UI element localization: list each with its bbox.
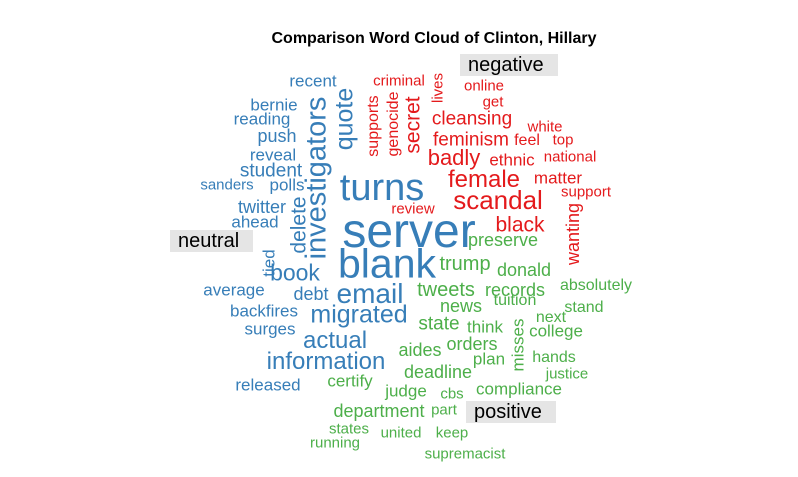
word-secret: secret (401, 96, 425, 154)
word-book: book (270, 259, 320, 286)
word-next: next (535, 309, 567, 326)
group-label-positive: positive (466, 401, 556, 423)
word-badly: badly (427, 145, 481, 170)
word-orders: orders (446, 334, 498, 354)
group-label-neutral: neutral (170, 230, 254, 252)
word-tweets: tweets (417, 279, 475, 301)
word-criminal: criminal (373, 72, 425, 90)
word-quote: quote (330, 87, 359, 151)
word-misses: misses (508, 318, 528, 372)
word-aides: aides (398, 340, 442, 360)
word-supports: supports (365, 95, 382, 157)
word-turns: turns (339, 167, 425, 209)
word-review: review (391, 200, 435, 218)
word-feminism: feminism (432, 129, 510, 151)
word-cbs: cbs (440, 385, 464, 403)
word-justice: justice (545, 365, 589, 383)
word-server: server (342, 205, 476, 258)
word-released: released (235, 375, 301, 395)
word-think: think (467, 317, 503, 337)
word-matter: matter (533, 168, 583, 188)
word-female: female (447, 166, 521, 193)
word-part: part (431, 401, 457, 419)
word-plan: plan (472, 349, 506, 369)
word-support: support (560, 183, 612, 201)
word-recent: recent (289, 71, 337, 91)
word-student: student (239, 160, 303, 182)
word-scandal: scandal (453, 185, 543, 215)
word-wanting: wanting (563, 202, 583, 266)
word-reveal: reveal (249, 145, 297, 165)
word-news: news (439, 296, 483, 316)
word-ahead: ahead (231, 212, 279, 232)
word-states: states (328, 420, 370, 438)
word-records: records (484, 280, 546, 300)
word-certify: certify (327, 371, 373, 391)
word-department: department (333, 401, 425, 421)
word-donald: donald (496, 260, 552, 280)
word-hands: hands (532, 349, 576, 366)
word-push: push (257, 126, 297, 146)
word-feel: feel (514, 132, 540, 149)
word-compliance: compliance (476, 379, 562, 399)
word-genocide: genocide (385, 91, 402, 157)
chart-title: Comparison Word Cloud of Clinton, Hillar… (271, 30, 597, 47)
word-delete: delete (287, 196, 311, 254)
word-sanders: sanders (200, 176, 254, 194)
word-email: email (336, 278, 404, 309)
word-reading: reading (233, 109, 291, 129)
word-actual: actual (302, 327, 368, 354)
word-running: running (309, 434, 361, 452)
word-top: top (552, 131, 574, 149)
word-absolutely: absolutely (559, 277, 633, 294)
word-migrated: migrated (310, 300, 408, 329)
word-supremacist: supremacist (424, 445, 506, 463)
word-bernie: bernie (250, 95, 298, 115)
word-debt: debt (293, 284, 329, 304)
word-tuition: tuition (493, 292, 537, 309)
word-ethnic: ethnic (489, 150, 535, 170)
word-preserve: preserve (467, 230, 539, 250)
word-trump: trump (439, 253, 491, 275)
word-twitter: twitter (237, 197, 287, 217)
word-polls: polls (269, 175, 305, 195)
word-national: national (543, 148, 597, 166)
word-cleansing: cleansing (431, 108, 513, 130)
word-information: information (266, 348, 386, 375)
word-online: online (463, 77, 505, 95)
word-keep: keep (435, 424, 469, 442)
word-judge: judge (385, 381, 427, 401)
word-surges: surges (244, 319, 296, 339)
word-deadline: deadline (403, 362, 473, 382)
word-state: state (418, 313, 460, 335)
word-stand: stand (564, 299, 604, 316)
word-white: white (527, 118, 563, 136)
word-backfires: backfires (229, 301, 299, 321)
word-college: college (529, 321, 583, 341)
word-lives: lives (429, 72, 447, 104)
word-blank: blank (337, 240, 437, 287)
word-get: get (482, 93, 504, 111)
group-label-negative: negative (460, 54, 558, 76)
word-average: average (203, 280, 265, 300)
word-black: black (495, 213, 545, 237)
word-united: united (380, 424, 422, 442)
